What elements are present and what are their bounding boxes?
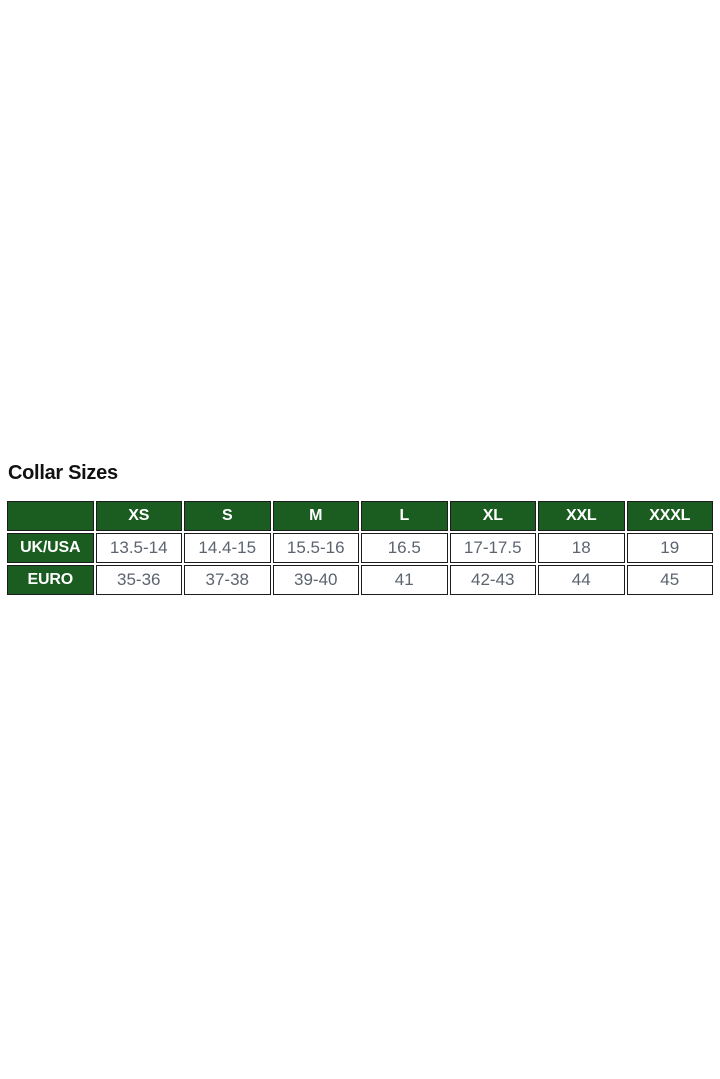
header-row: XS S M L XL XXL XXXL: [7, 501, 713, 531]
size-cell: 14.4-15: [184, 533, 271, 563]
size-cell: 16.5: [361, 533, 448, 563]
table-row-euro: EURO 35-36 37-38 39-40 41 42-43 44 45: [7, 565, 713, 595]
size-chart-section: Collar Sizes XS S M L XL XXL XXXL UK/USA…: [0, 462, 720, 597]
header-cell-xl: XL: [449, 501, 536, 531]
size-cell: 45: [626, 565, 713, 595]
size-cell: 42-43: [449, 565, 536, 595]
size-cell: 18: [538, 533, 625, 563]
size-cell: 17-17.5: [449, 533, 536, 563]
collar-size-table: XS S M L XL XXL XXXL UK/USA 13.5-14 14.4…: [5, 499, 715, 597]
header-cell-s: S: [184, 501, 271, 531]
size-cell: 39-40: [272, 565, 359, 595]
size-cell: 15.5-16: [272, 533, 359, 563]
row-label-uk-usa: UK/USA: [7, 533, 94, 563]
size-cell: 41: [361, 565, 448, 595]
size-cell: 35-36: [95, 565, 182, 595]
size-cell: 13.5-14: [95, 533, 182, 563]
header-cell-m: M: [272, 501, 359, 531]
header-cell-xs: XS: [95, 501, 182, 531]
size-cell: 37-38: [184, 565, 271, 595]
row-label-euro: EURO: [7, 565, 94, 595]
size-cell: 19: [626, 533, 713, 563]
header-cell-xxxl: XXXL: [626, 501, 713, 531]
size-cell: 44: [538, 565, 625, 595]
table-row-uk-usa: UK/USA 13.5-14 14.4-15 15.5-16 16.5 17-1…: [7, 533, 713, 563]
page-title: Collar Sizes: [8, 462, 118, 484]
corner-header-cell: [7, 501, 94, 531]
header-cell-l: L: [361, 501, 448, 531]
header-cell-xxl: XXL: [538, 501, 625, 531]
